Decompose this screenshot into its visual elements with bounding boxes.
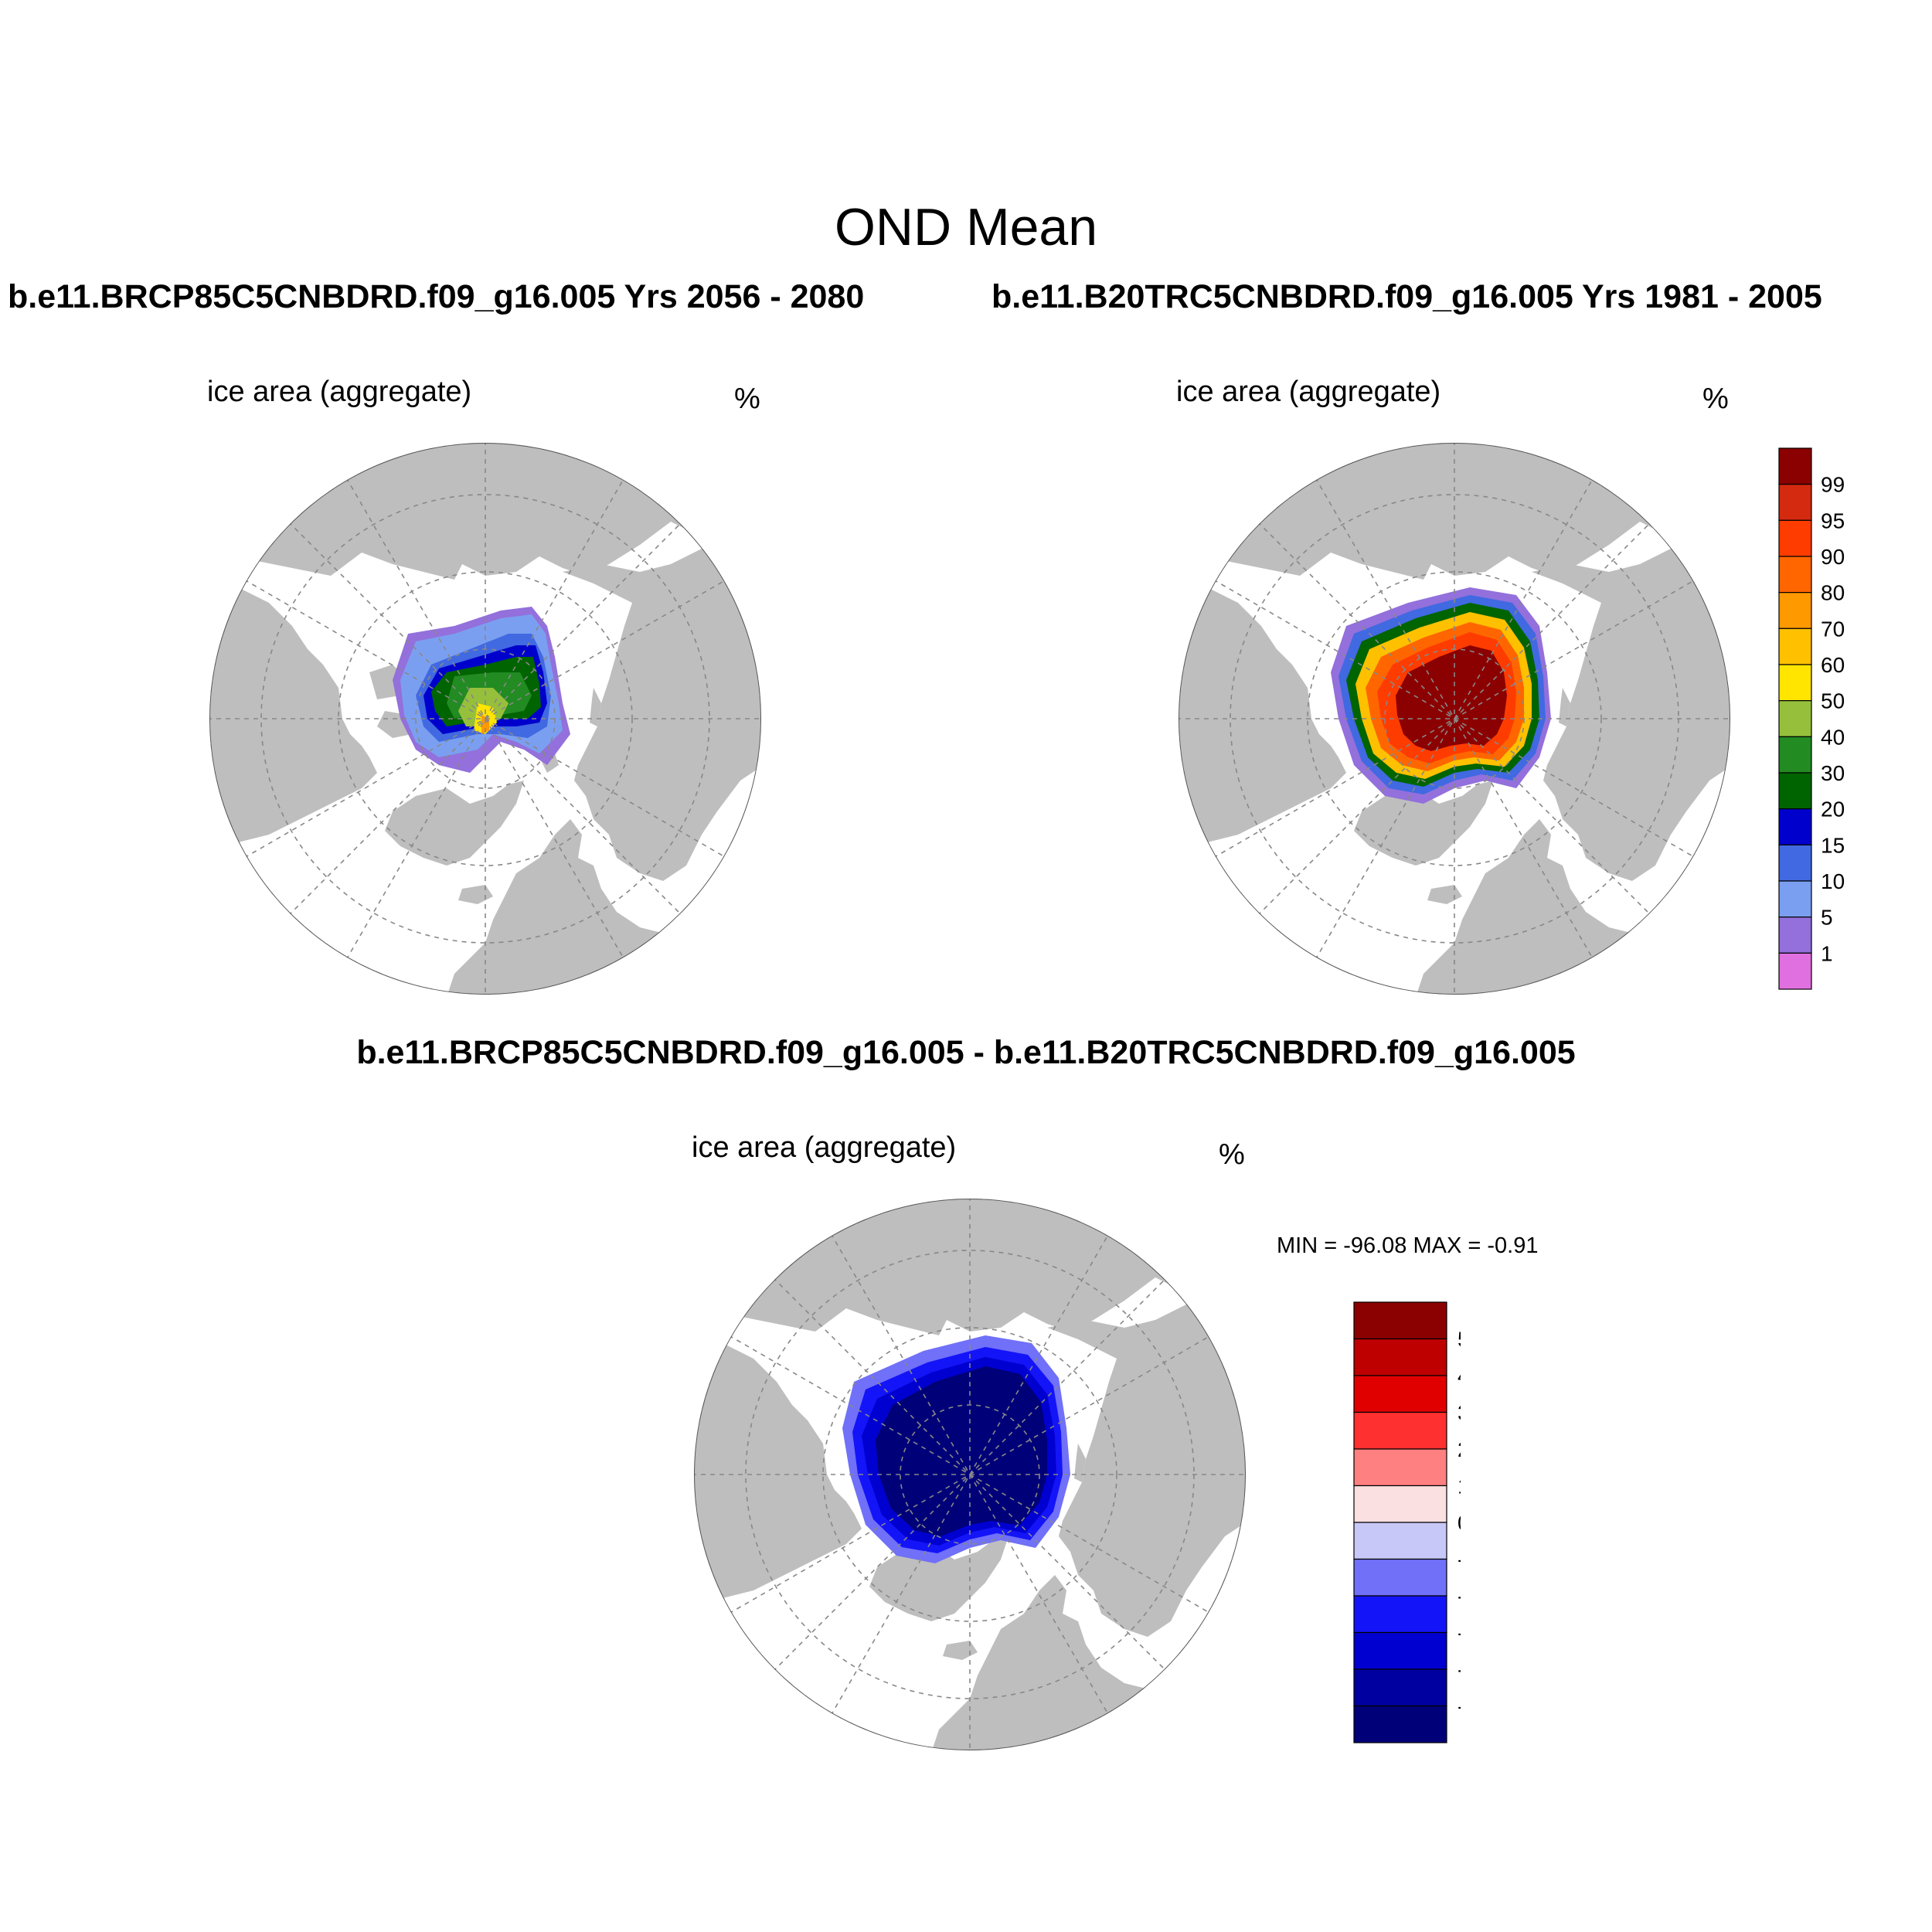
colorbar-swatch — [1353, 1595, 1447, 1634]
colorbar-tick-label: -20 — [1458, 1584, 1461, 1608]
colorbar-swatch — [1778, 808, 1812, 845]
panel1-polar-map — [209, 443, 761, 995]
colorbar-swatch — [1353, 1631, 1447, 1670]
diff-variable-label: ice area (aggregate) — [692, 1131, 957, 1164]
colorbar-tick-label: 40 — [1821, 725, 1845, 749]
colorbar-swatch — [1353, 1668, 1447, 1707]
colorbar-swatch — [1353, 1522, 1447, 1560]
panel1-variable-label: ice area (aggregate) — [207, 376, 472, 408]
difference-colorbar: 50 40 30 20 10 0 -10 -20 -30 -40 -50 — [1353, 1301, 1461, 1743]
colorbar-swatch — [1778, 952, 1812, 990]
colorbar-tick-label: 10 — [1821, 869, 1845, 893]
colorbar-swatch — [1778, 917, 1812, 954]
diff-case-title: b.e11.BRCP85C5CNBDRD.f09_g16.005 - b.e11… — [356, 1034, 1576, 1071]
colorbar-tick-label: 99 — [1821, 473, 1845, 497]
colorbar-tick-label: 20 — [1821, 798, 1845, 821]
colorbar-tick-label: 15 — [1821, 833, 1845, 857]
colorbar-tick-label: 70 — [1821, 617, 1845, 641]
colorbar-tick-label: -10 — [1458, 1548, 1461, 1572]
ice-area-field — [393, 607, 570, 773]
colorbar-swatch — [1778, 844, 1812, 882]
colorbar-tick-label: 30 — [1821, 761, 1845, 785]
panel2-variable-label: ice area (aggregate) — [1176, 376, 1441, 408]
colorbar-swatch — [1778, 664, 1812, 702]
panel2-units-label: % — [1702, 383, 1729, 415]
colorbar-tick-label: -40 — [1458, 1658, 1461, 1682]
colorbar-tick-label: -30 — [1458, 1621, 1461, 1645]
colorbar-tick-label: 80 — [1821, 581, 1845, 605]
colorbar-swatch — [1778, 880, 1812, 918]
colorbar-tick-label: 5 — [1821, 906, 1833, 930]
ice-area-colorbar: 99 95 90 80 70 60 50 40 30 20 15 10 5 1 — [1778, 447, 1845, 990]
colorbar-swatch — [1778, 772, 1812, 810]
diff-polar-map — [694, 1199, 1246, 1750]
colorbar-swatch — [1353, 1301, 1447, 1340]
colorbar-swatch — [1353, 1558, 1447, 1597]
colorbar-tick-label: 50 — [1821, 689, 1845, 713]
colorbar-tick-label: 50 — [1458, 1328, 1461, 1352]
main-title: OND Mean — [834, 198, 1098, 257]
colorbar-swatch — [1353, 1375, 1447, 1413]
diff-min-max-stats: MIN = -96.08 MAX = -0.91 — [1277, 1233, 1539, 1258]
colorbar-swatch — [1353, 1411, 1447, 1450]
colorbar-swatch — [1353, 1485, 1447, 1523]
ice-area-difference-field — [842, 1335, 1070, 1563]
colorbar-tick-label: 20 — [1458, 1437, 1461, 1461]
colorbar-swatch — [1353, 1705, 1447, 1743]
colorbar-tick-label: 60 — [1821, 653, 1845, 677]
colorbar-tick-label: 0 — [1458, 1511, 1461, 1535]
colorbar-tick-label: 40 — [1458, 1364, 1461, 1388]
panel1-case-title: b.e11.BRCP85C5CNBDRD.f09_g16.005 Yrs 205… — [8, 278, 865, 315]
colorbar-swatch — [1778, 628, 1812, 665]
colorbar-swatch — [1778, 447, 1812, 485]
colorbar-swatch — [1778, 700, 1812, 737]
colorbar-swatch — [1778, 592, 1812, 629]
colorbar-swatch — [1778, 519, 1812, 557]
panel2-polar-map — [1179, 443, 1730, 995]
colorbar-swatch — [1778, 484, 1812, 521]
colorbar-tick-label: 30 — [1458, 1401, 1461, 1425]
colorbar-tick-label: 10 — [1458, 1475, 1461, 1498]
colorbar-tick-label: 95 — [1821, 509, 1845, 532]
colorbar-swatch — [1353, 1448, 1447, 1487]
colorbar-tick-label: 1 — [1821, 941, 1833, 965]
colorbar-tick-label: -50 — [1458, 1695, 1461, 1719]
panel1-units-label: % — [734, 383, 760, 415]
colorbar-swatch — [1778, 736, 1812, 774]
colorbar-swatch — [1353, 1338, 1447, 1376]
colorbar-swatch — [1778, 556, 1812, 594]
colorbar-tick-label: 90 — [1821, 545, 1845, 569]
panel2-case-title: b.e11.B20TRC5CNBDRD.f09_g16.005 Yrs 1981… — [992, 278, 1822, 315]
diff-units-label: % — [1219, 1138, 1245, 1171]
